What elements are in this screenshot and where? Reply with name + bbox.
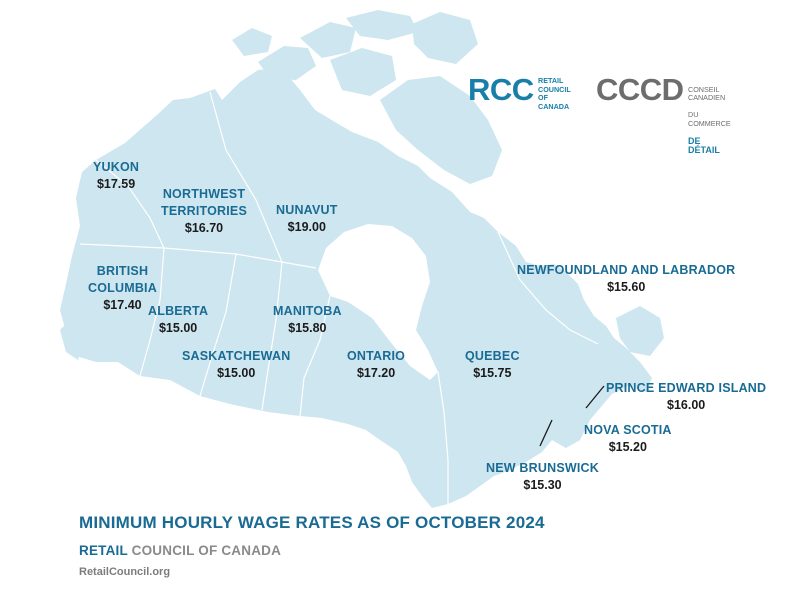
baffin-island xyxy=(380,76,502,184)
newfoundland-island xyxy=(616,306,664,356)
region-label-yukon: YUKON $17.59 xyxy=(93,159,139,193)
region-name: NORTHWEST TERRITORIES xyxy=(161,187,248,218)
region-label-prince-edward-island: PRINCE EDWARD ISLAND $16.00 xyxy=(606,380,766,414)
border-nwt-nunavut xyxy=(209,91,283,263)
region-name: NOVA SCOTIA xyxy=(584,423,672,437)
region-label-alberta: ALBERTA $15.00 xyxy=(148,303,208,337)
region-rate: $15.00 xyxy=(158,321,198,335)
region-label-nunavut: NUNAVUT $19.00 xyxy=(276,202,338,236)
border-qc-labrador xyxy=(497,231,599,345)
region-name: MANITOBA xyxy=(273,304,342,318)
arctic-island-4 xyxy=(330,48,396,96)
pei-pointer-line xyxy=(585,385,605,409)
region-label-british-columbia: BRITISH COLUMBIA $17.40 xyxy=(88,263,157,314)
rcc-logo-mark: RCC xyxy=(468,72,534,107)
cccd-logo-mark: CCCD xyxy=(596,72,684,107)
region-name: ALBERTA xyxy=(148,304,209,318)
region-rate: $16.70 xyxy=(184,221,224,235)
region-label-northwest-territories: NORTHWEST TERRITORIES $16.70 xyxy=(161,186,247,237)
region-name: NEW BRUNSWICK xyxy=(486,461,600,475)
border-bc-alberta xyxy=(139,247,165,377)
border-on-qc xyxy=(437,371,449,504)
region-name: QUEBEC xyxy=(465,349,520,363)
region-label-manitoba: MANITOBA $15.80 xyxy=(273,303,342,337)
border-ab-sk xyxy=(199,253,237,397)
region-label-quebec: QUEBEC $15.75 xyxy=(465,348,520,382)
page-title: MINIMUM HOURLY WAGE RATES AS OF OCTOBER … xyxy=(79,513,545,532)
website-link[interactable]: RetailCouncil.org xyxy=(79,566,171,578)
arctic-island-5 xyxy=(346,10,418,40)
region-rate: $15.30 xyxy=(523,478,562,492)
arctic-island-6 xyxy=(412,12,478,64)
arctic-island-2 xyxy=(258,46,316,80)
region-rate: $17.20 xyxy=(356,366,396,380)
region-rate: $15.60 xyxy=(607,280,646,294)
region-label-newfoundland-and-labrador: NEWFOUNDLAND AND LABRADOR $15.60 xyxy=(517,262,735,296)
region-name: ONTARIO xyxy=(347,349,406,363)
region-rate: $16.00 xyxy=(667,398,706,412)
nb-pointer-line xyxy=(539,419,553,447)
border-bc-north xyxy=(79,243,317,269)
rcc-logo-text: RETAIL COUNCIL OF CANADA xyxy=(538,76,571,111)
region-label-ontario: ONTARIO $17.20 xyxy=(347,348,405,382)
region-rate: $17.59 xyxy=(96,177,136,191)
arctic-island-1 xyxy=(232,28,272,56)
border-sk-mb xyxy=(261,261,283,411)
cccd-logo-text: CONSEIL CANADIEN DU COMMERCE DE DÉTAIL xyxy=(688,84,731,155)
region-rate: $15.20 xyxy=(608,440,647,454)
region-rate: $15.00 xyxy=(217,366,256,380)
border-yukon-nwt xyxy=(95,159,165,249)
hudson-bay xyxy=(318,224,438,380)
region-name: PRINCE EDWARD ISLAND xyxy=(606,381,767,395)
region-rate: $19.00 xyxy=(287,220,326,234)
region-rate: $15.75 xyxy=(473,366,512,380)
organization-name: RETAIL COUNCIL OF CANADA xyxy=(79,543,281,558)
organization-name-accent: RETAIL xyxy=(79,543,128,558)
region-name: BRITISH COLUMBIA xyxy=(88,264,157,295)
arctic-island-3 xyxy=(300,22,356,58)
region-label-nova-scotia: NOVA SCOTIA $15.20 xyxy=(584,422,672,456)
region-name: YUKON xyxy=(93,160,140,174)
region-rate: $15.80 xyxy=(288,321,327,335)
region-name: SASKATCHEWAN xyxy=(182,349,291,363)
organization-name-rest: COUNCIL OF CANADA xyxy=(127,543,282,558)
border-mb-on xyxy=(299,295,331,417)
region-name: NEWFOUNDLAND AND LABRADOR xyxy=(517,263,736,277)
region-label-new-brunswick: NEW BRUNSWICK $15.30 xyxy=(486,460,599,494)
region-name: NUNAVUT xyxy=(276,203,338,217)
vancouver-island xyxy=(60,320,82,360)
region-label-saskatchewan: SASKATCHEWAN $15.00 xyxy=(182,348,290,382)
region-rate: $17.40 xyxy=(103,298,142,312)
